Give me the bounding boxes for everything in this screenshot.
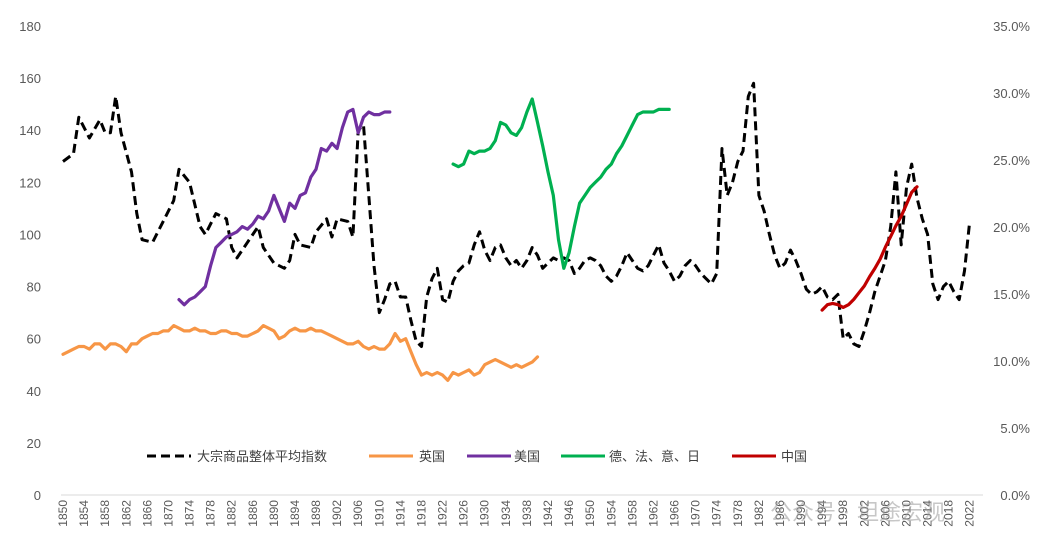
x-tick-label: 1890: [267, 500, 281, 527]
x-tick-label: 1990: [794, 500, 808, 527]
left-tick-label: 180: [19, 19, 41, 34]
x-tick-label: 1934: [499, 500, 513, 527]
x-tick-label: 1902: [330, 500, 344, 527]
left-tick-label: 40: [27, 384, 41, 399]
series-line-0: [62, 81, 972, 348]
watermark: 公众号 · 坦途宏观: [770, 501, 945, 526]
right-tick-label: 35.0%: [993, 19, 1030, 34]
x-tick-label: 1946: [562, 500, 576, 527]
x-tick-label: 1854: [77, 500, 91, 527]
series-line-1: [61, 324, 540, 382]
x-tick-label: 1894: [288, 500, 302, 527]
right-tick-label: 5.0%: [1000, 421, 1030, 436]
legend-label-2: 美国: [514, 450, 540, 465]
left-tick-label: 60: [27, 332, 41, 347]
x-tick-label: 1930: [478, 500, 492, 527]
x-tick-label: 2014: [921, 500, 935, 527]
plot-area: [61, 81, 972, 382]
x-tick-label: 1942: [541, 500, 555, 527]
x-tick-label: 1978: [731, 500, 745, 527]
x-axis: 1850 1854 1858 1862 1866 1870 1874 1878 1882 1886…: [56, 500, 977, 527]
x-tick-label: 1982: [752, 500, 766, 527]
left-tick-label: 100: [19, 227, 41, 242]
x-tick-label: 1994: [815, 500, 829, 527]
right-tick-label: 10.0%: [993, 354, 1030, 369]
x-tick-label: 1986: [773, 500, 787, 527]
x-tick-label: 2018: [942, 500, 956, 527]
x-tick-label: 1922: [436, 500, 450, 527]
legend-label-4: 中国: [781, 450, 807, 465]
right-tick-label: 20.0%: [993, 220, 1030, 235]
x-tick-label: 1886: [246, 500, 260, 527]
x-tick-label: 1914: [393, 500, 407, 527]
left-tick-label: 160: [19, 71, 41, 86]
x-tick-label: 1870: [161, 500, 175, 527]
legend-label-0: 大宗商品整体平均指数: [197, 449, 327, 465]
x-tick-label: 1910: [372, 500, 386, 527]
legend-label-3: 德、法、意、日: [609, 449, 700, 465]
right-tick-label: 15.0%: [993, 287, 1030, 302]
series-line-2: [177, 107, 392, 307]
x-tick-label: 1998: [836, 500, 850, 527]
x-tick-label: 1858: [98, 500, 112, 527]
x-tick-label: 1898: [309, 500, 323, 527]
left-tick-label: 80: [27, 280, 41, 295]
x-tick-label: 1938: [520, 500, 534, 527]
left-tick-label: 120: [19, 175, 41, 190]
x-tick-label: 1850: [56, 500, 70, 527]
right-tick-label: 0.0%: [1000, 488, 1030, 503]
x-tick-label: 1918: [414, 500, 428, 527]
x-tick-label: 1966: [668, 500, 682, 527]
x-tick-label: 1882: [225, 500, 239, 527]
series-line-3: [451, 97, 671, 270]
right-axis: 0.0% 5.0% 10.0% 15.0% 20.0% 25.0% 30.0% 35.0%: [993, 19, 1030, 503]
series-line-4: [820, 185, 919, 312]
x-tick-label: 1974: [710, 500, 724, 527]
x-tick-label: 2022: [963, 500, 977, 527]
legend-label-1: 英国: [419, 450, 445, 465]
x-tick-label: 2002: [857, 500, 871, 527]
x-tick-label: 1878: [204, 500, 218, 527]
right-tick-label: 30.0%: [993, 86, 1030, 101]
x-tick-label: 1950: [583, 500, 597, 527]
x-tick-label: 2006: [878, 500, 892, 527]
left-tick-label: 140: [19, 123, 41, 138]
x-tick-label: 1954: [604, 500, 618, 527]
x-tick-label: 1970: [689, 500, 703, 527]
x-tick-label: 1958: [625, 500, 639, 527]
left-tick-label: 20: [27, 436, 41, 451]
x-tick-label: 1906: [351, 500, 365, 527]
x-tick-label: 1866: [140, 500, 154, 527]
x-tick-label: 1862: [119, 500, 133, 527]
x-tick-label: 1926: [457, 500, 471, 527]
x-tick-label: 1874: [183, 500, 197, 527]
left-tick-label: 0: [34, 488, 41, 503]
x-tick-label: 2010: [899, 500, 913, 527]
legend: 大宗商品整体平均指数 英国 美国 德、法、意、日 中国: [147, 449, 807, 465]
x-tick-label: 1962: [646, 500, 660, 527]
right-tick-label: 25.0%: [993, 153, 1030, 168]
left-axis: 0 20 40 60 80 100 120 140 160 180: [19, 19, 41, 503]
